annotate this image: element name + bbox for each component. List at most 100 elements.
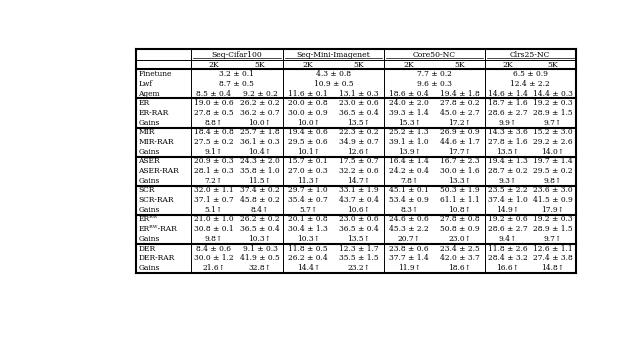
Text: 61.1 ± 1.1: 61.1 ± 1.1 — [440, 196, 479, 204]
Text: 19.2 ± 0.6: 19.2 ± 0.6 — [488, 215, 527, 223]
Text: 10.9 ± 0.5: 10.9 ± 0.5 — [314, 80, 353, 88]
Text: 10.0↑: 10.0↑ — [297, 119, 320, 127]
Text: 3.2 ± 0.1: 3.2 ± 0.1 — [220, 70, 254, 78]
Text: 9.6 ± 0.3: 9.6 ± 0.3 — [417, 80, 452, 88]
Text: 7.8↑: 7.8↑ — [400, 177, 418, 185]
Text: 10.3↑: 10.3↑ — [248, 235, 271, 243]
Text: 19.4 ± 1.8: 19.4 ± 1.8 — [440, 89, 479, 98]
Text: 37.4 ± 1.0: 37.4 ± 1.0 — [488, 196, 527, 204]
Text: 19.7 ± 1.4: 19.7 ± 1.4 — [533, 157, 573, 165]
Text: ER: ER — [138, 99, 149, 107]
Text: 8.5 ± 0.4: 8.5 ± 0.4 — [196, 89, 231, 98]
Text: 21.0 ± 1.0: 21.0 ± 1.0 — [194, 215, 234, 223]
Text: 16.4 ± 1.4: 16.4 ± 1.4 — [389, 157, 429, 165]
Text: 37.4 ± 0.2: 37.4 ± 0.2 — [240, 186, 280, 195]
Text: 16.7 ± 2.3: 16.7 ± 2.3 — [440, 157, 479, 165]
Text: Finetune: Finetune — [138, 70, 172, 78]
Text: 13.5↑: 13.5↑ — [348, 119, 370, 127]
Text: 33.1 ± 1.9: 33.1 ± 1.9 — [339, 186, 378, 195]
Text: 18.6 ± 0.4: 18.6 ± 0.4 — [389, 89, 429, 98]
Text: 10.3↑: 10.3↑ — [297, 235, 320, 243]
Text: 2K: 2K — [404, 61, 415, 69]
Text: 26.2 ± 0.2: 26.2 ± 0.2 — [240, 99, 280, 107]
Text: Clrs25-NC: Clrs25-NC — [510, 51, 550, 59]
Text: 17.5 ± 0.7: 17.5 ± 0.7 — [339, 157, 378, 165]
Text: 19.2 ± 0.3: 19.2 ± 0.3 — [533, 99, 573, 107]
Text: 25.2 ± 1.3: 25.2 ± 1.3 — [389, 129, 429, 136]
Text: 14.7↑: 14.7↑ — [348, 177, 370, 185]
Text: Core50-NC: Core50-NC — [413, 51, 456, 59]
Text: 14.4↑: 14.4↑ — [297, 264, 320, 272]
Text: 28.9 ± 1.5: 28.9 ± 1.5 — [533, 225, 573, 233]
Text: 35.4 ± 0.7: 35.4 ± 0.7 — [289, 196, 328, 204]
Text: 12.6↑: 12.6↑ — [348, 148, 370, 156]
Text: 11.3↑: 11.3↑ — [297, 177, 320, 185]
Text: 14.3 ± 3.6: 14.3 ± 3.6 — [488, 129, 527, 136]
Text: 45.3 ± 2.2: 45.3 ± 2.2 — [389, 225, 429, 233]
Text: 17.7↑: 17.7↑ — [448, 148, 471, 156]
Text: 29.5 ± 0.6: 29.5 ± 0.6 — [289, 138, 328, 146]
Text: 15.2 ± 3.0: 15.2 ± 3.0 — [533, 129, 573, 136]
Text: 11.8 ± 2.6: 11.8 ± 2.6 — [488, 245, 527, 252]
Text: 36.5 ± 0.4: 36.5 ± 0.4 — [240, 225, 280, 233]
Text: 36.2 ± 0.7: 36.2 ± 0.7 — [240, 109, 280, 117]
Text: SCR: SCR — [138, 186, 155, 195]
Text: 37.7 ± 1.4: 37.7 ± 1.4 — [389, 254, 429, 262]
Text: 9.1↑: 9.1↑ — [205, 148, 223, 156]
Text: 8.4↑: 8.4↑ — [251, 206, 269, 214]
Text: 11.6 ± 0.1: 11.6 ± 0.1 — [289, 89, 328, 98]
Text: 20.1 ± 0.8: 20.1 ± 0.8 — [289, 215, 328, 223]
Text: 35.8 ± 1.0: 35.8 ± 1.0 — [240, 167, 280, 175]
Text: 14.4 ± 0.3: 14.4 ± 0.3 — [533, 89, 573, 98]
Text: MIR-RAR: MIR-RAR — [138, 138, 174, 146]
Text: 9.2 ± 0.2: 9.2 ± 0.2 — [243, 89, 277, 98]
Text: 26.9 ± 0.9: 26.9 ± 0.9 — [440, 129, 479, 136]
Text: 32.2 ± 0.6: 32.2 ± 0.6 — [339, 167, 378, 175]
Text: 8.3↑: 8.3↑ — [400, 206, 418, 214]
Text: 30.8 ± 0.1: 30.8 ± 0.1 — [194, 225, 234, 233]
Text: 45.0 ± 2.7: 45.0 ± 2.7 — [440, 109, 479, 117]
Text: 28.6 ± 2.7: 28.6 ± 2.7 — [488, 109, 527, 117]
Text: 5K: 5K — [547, 61, 558, 69]
Text: 13.3↑: 13.3↑ — [448, 177, 471, 185]
Text: 50.3 ± 1.9: 50.3 ± 1.9 — [440, 186, 479, 195]
Text: 20.7↑: 20.7↑ — [397, 235, 420, 243]
Text: 27.5 ± 0.2: 27.5 ± 0.2 — [194, 138, 234, 146]
Text: 27.8 ± 1.6: 27.8 ± 1.6 — [488, 138, 527, 146]
Text: SCR-RAR: SCR-RAR — [138, 196, 174, 204]
Text: DER-RAR: DER-RAR — [138, 254, 175, 262]
Text: 44.6 ± 1.7: 44.6 ± 1.7 — [440, 138, 479, 146]
Text: 30.0 ± 1.6: 30.0 ± 1.6 — [440, 167, 479, 175]
Text: 29.5 ± 0.2: 29.5 ± 0.2 — [533, 167, 573, 175]
Text: DER: DER — [138, 245, 156, 252]
Text: 7.2↑: 7.2↑ — [205, 177, 223, 185]
Text: 27.8 ± 0.5: 27.8 ± 0.5 — [194, 109, 234, 117]
Text: 36.1 ± 0.3: 36.1 ± 0.3 — [240, 138, 280, 146]
Text: 28.1 ± 0.3: 28.1 ± 0.3 — [194, 167, 234, 175]
Text: 9.8↑: 9.8↑ — [205, 235, 223, 243]
Text: 12.3 ± 1.7: 12.3 ± 1.7 — [339, 245, 378, 252]
Text: 22.3 ± 0.2: 22.3 ± 0.2 — [339, 129, 378, 136]
Text: 12.4 ± 2.2: 12.4 ± 2.2 — [510, 80, 550, 88]
Text: ASER-RAR: ASER-RAR — [138, 167, 179, 175]
Text: MIR: MIR — [138, 129, 155, 136]
Text: 17.9↑: 17.9↑ — [541, 206, 564, 214]
Text: 20.0 ± 0.8: 20.0 ± 0.8 — [289, 99, 328, 107]
Text: 24.0 ± 2.0: 24.0 ± 2.0 — [389, 99, 429, 107]
Text: 25.7 ± 1.8: 25.7 ± 1.8 — [240, 129, 280, 136]
Text: 9.1 ± 0.3: 9.1 ± 0.3 — [243, 245, 277, 252]
Text: 27.8 ± 0.8: 27.8 ± 0.8 — [440, 215, 479, 223]
Text: 5K: 5K — [353, 61, 364, 69]
Text: 11.8 ± 0.5: 11.8 ± 0.5 — [289, 245, 328, 252]
Text: 14.0↑: 14.0↑ — [541, 148, 564, 156]
Text: 18.4 ± 0.8: 18.4 ± 0.8 — [194, 129, 234, 136]
Text: 19.0 ± 0.6: 19.0 ± 0.6 — [194, 99, 234, 107]
Text: 23.8 ± 0.6: 23.8 ± 0.6 — [389, 245, 429, 252]
Text: 13.5↑: 13.5↑ — [348, 235, 370, 243]
Text: 28.9 ± 1.5: 28.9 ± 1.5 — [533, 109, 573, 117]
Text: 2K: 2K — [303, 61, 314, 69]
Text: 24.3 ± 2.0: 24.3 ± 2.0 — [240, 157, 280, 165]
Text: 9.9↑: 9.9↑ — [499, 119, 516, 127]
Text: 14.6 ± 1.4: 14.6 ± 1.4 — [488, 89, 527, 98]
Text: 32.8↑: 32.8↑ — [248, 264, 271, 272]
